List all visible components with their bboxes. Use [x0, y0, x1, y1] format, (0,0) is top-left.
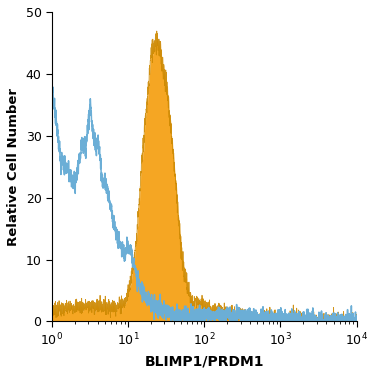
X-axis label: BLIMP1/PRDM1: BLIMP1/PRDM1: [144, 354, 264, 368]
Y-axis label: Relative Cell Number: Relative Cell Number: [7, 88, 20, 246]
